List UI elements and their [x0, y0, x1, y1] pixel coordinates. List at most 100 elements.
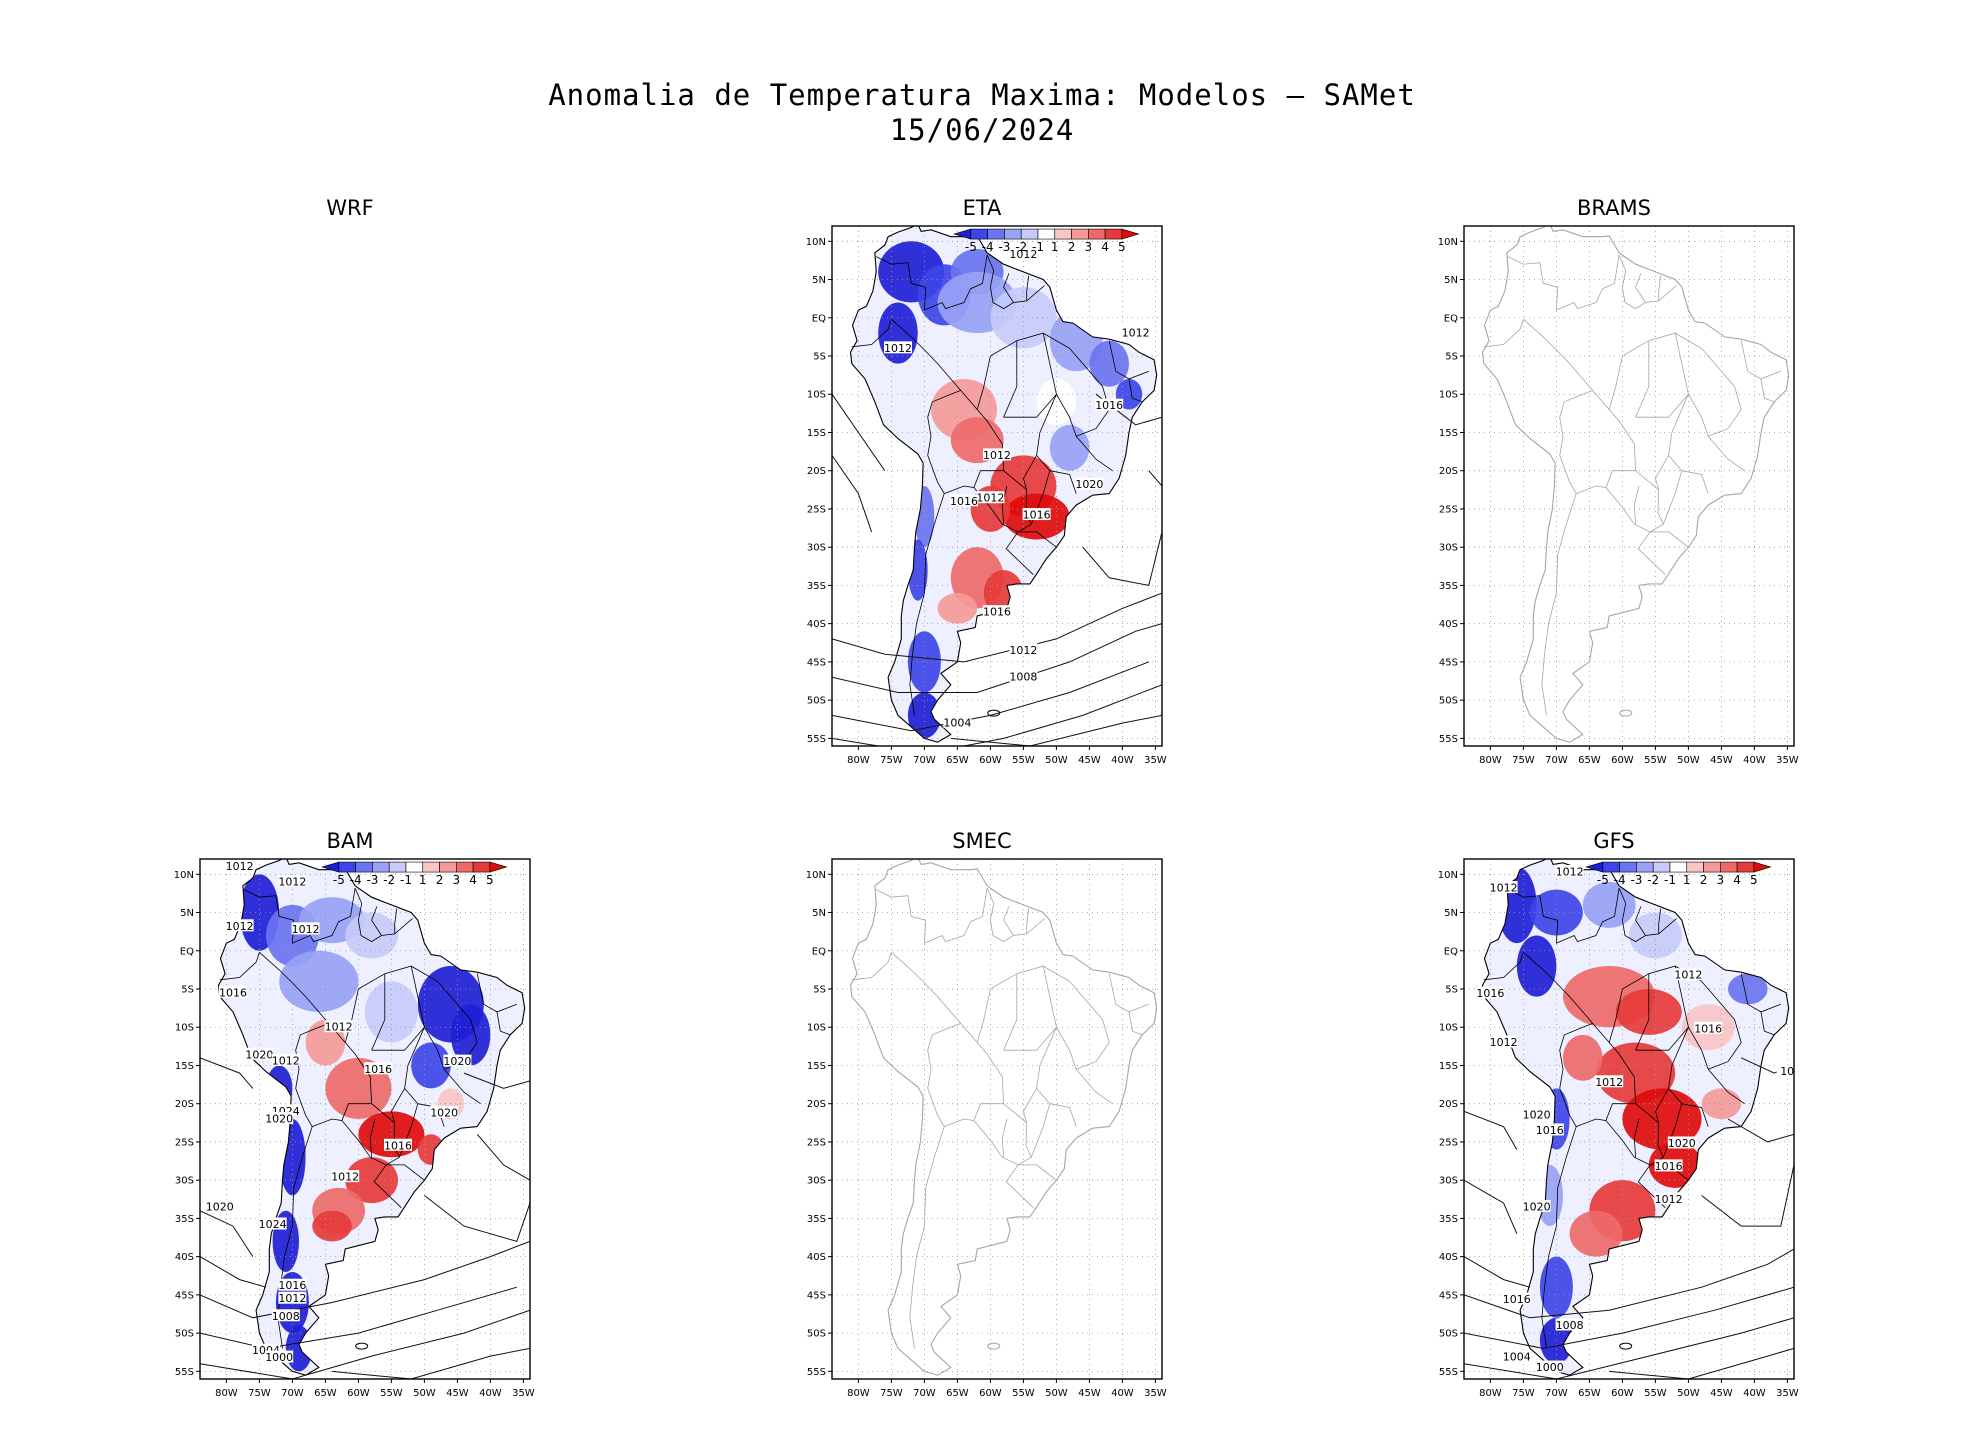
lon-tick-label: 60W — [347, 1388, 370, 1399]
lon-tick-label: 45W — [1078, 755, 1101, 766]
lat-tick-label: EQ — [180, 946, 194, 957]
panel-title-gfs: GFS — [1593, 829, 1635, 853]
lat-tick-label: 10S — [1439, 390, 1458, 401]
colorbar-label: 1 — [1051, 240, 1059, 254]
isobar-label: 1008 — [272, 1310, 300, 1323]
colorbar-label: 2 — [1700, 873, 1708, 887]
colorbar-label: -1 — [400, 873, 412, 887]
colorbar-label: -4 — [1614, 873, 1626, 887]
map-frame — [831, 225, 1163, 747]
colorbar-label: -4 — [982, 240, 994, 254]
colorbar-label: 4 — [1733, 873, 1741, 887]
isobar-label: 1012 — [983, 449, 1011, 462]
colorbar-label: 4 — [1101, 240, 1109, 254]
isobar-label: 1016 — [219, 986, 247, 999]
isobar-label: 1012 — [976, 492, 1004, 505]
colorbar-label: 4 — [469, 873, 477, 887]
isobar-label: 1012 — [884, 342, 912, 355]
figure-title: Anomalia de Temperatura Maxima: Modelos … — [548, 78, 1416, 112]
isobar-label: 1020 — [443, 1055, 471, 1068]
isobar-label: 1008 — [1556, 1319, 1584, 1332]
lon-tick-label: 55W — [380, 1388, 403, 1399]
lat-tick-label: 35S — [1439, 1214, 1458, 1225]
colorbar-label: -5 — [965, 240, 977, 254]
lat-tick-label: 40S — [175, 1252, 194, 1263]
grid-lines — [832, 859, 1162, 1379]
colorbar-label: -5 — [333, 873, 345, 887]
isobar-label: 1012 — [292, 923, 320, 936]
lon-tick-label: 50W — [1677, 1388, 1700, 1399]
lon-tick-label: 60W — [979, 755, 1002, 766]
colorbar-label: -2 — [1015, 240, 1027, 254]
lon-tick-label: 40W — [1743, 1388, 1766, 1399]
isobar-label: 1016 — [1694, 1022, 1722, 1035]
colorbar-label: -2 — [1647, 873, 1659, 887]
map-frame — [1463, 858, 1795, 1380]
lon-tick-label: 40W — [479, 1388, 502, 1399]
colorbar-label: -4 — [350, 873, 362, 887]
lon-tick-label: 70W — [913, 1388, 936, 1399]
lon-tick-label: 40W — [1743, 755, 1766, 766]
isobar-label: 1020 — [430, 1106, 458, 1119]
lon-tick-label: 70W — [913, 755, 936, 766]
colorbar-label: -3 — [366, 873, 378, 887]
isobar-label: 1020 — [1075, 478, 1103, 491]
map-frame — [199, 858, 531, 1380]
isobar-label: 1016 — [364, 1063, 392, 1076]
lat-tick-label: 50S — [1439, 696, 1458, 707]
lat-tick-label: 10N — [1438, 870, 1458, 881]
lon-tick-label: 75W — [1512, 755, 1535, 766]
isobar-label: 1016 — [1503, 1293, 1531, 1306]
lat-tick-label: 25S — [1439, 504, 1458, 515]
lon-tick-label: 35W — [1776, 1388, 1799, 1399]
lon-tick-label: 35W — [512, 1388, 535, 1399]
lon-tick-label: 75W — [1512, 1388, 1535, 1399]
colorbar-label: 3 — [1084, 240, 1092, 254]
lat-tick-label: 55S — [175, 1367, 194, 1378]
colorbar-label: 5 — [1750, 873, 1758, 887]
isobar-label: 1016 — [1536, 1124, 1564, 1137]
lat-tick-label: 5N — [812, 908, 826, 919]
lat-tick-label: 35S — [807, 1214, 826, 1225]
lon-tick-label: 70W — [281, 1388, 304, 1399]
isobar-label: 1016 — [1476, 987, 1504, 1000]
isobar-label: 1000 — [265, 1351, 293, 1364]
isobar-labels: 1012 1012 1012 1016 1012 1016 1012 1020 1016 1020… — [1476, 865, 1801, 1374]
lon-tick-label: 45W — [1710, 755, 1733, 766]
coastline — [849, 859, 1158, 1376]
lat-tick-label: 30S — [807, 1176, 826, 1187]
isobar-label: 102 — [1780, 1065, 1801, 1078]
lon-tick-label: 75W — [880, 755, 903, 766]
lat-tick-label: 5S — [813, 985, 826, 996]
lat-tick-label: 45S — [1439, 1290, 1458, 1301]
colorbar-label: 5 — [486, 873, 494, 887]
lat-tick-label: 15S — [807, 428, 826, 439]
isobar-label: 1008 — [1009, 671, 1037, 684]
lat-tick-label: 25S — [807, 504, 826, 515]
isobars — [832, 393, 1162, 746]
lat-tick-label: 5N — [180, 908, 194, 919]
lat-tick-label: 5S — [813, 352, 826, 363]
lon-tick-label: 50W — [1045, 1388, 1068, 1399]
lat-tick-label: 40S — [1439, 619, 1458, 630]
isobar-label: 1016 — [384, 1139, 412, 1152]
lat-tick-label: 5N — [812, 275, 826, 286]
colorbar: -5 -4 -3 -2 -1 1 2 3 4 5 — [953, 228, 1140, 254]
isobar-label: 1012 — [325, 1021, 353, 1034]
lon-tick-label: 50W — [1677, 755, 1700, 766]
lat-tick-label: 10S — [1439, 1023, 1458, 1034]
lat-tick-label: 20S — [1439, 1099, 1458, 1110]
lon-tick-label: 40W — [1111, 755, 1134, 766]
lat-tick-label: 20S — [807, 1099, 826, 1110]
isobar-label: 1012 — [1674, 969, 1702, 982]
lat-tick-label: 10S — [807, 1023, 826, 1034]
lon-tick-label: 60W — [979, 1388, 1002, 1399]
colorbar-label: -3 — [998, 240, 1010, 254]
lon-tick-label: 65W — [1578, 755, 1601, 766]
lon-tick-label: 70W — [1545, 1388, 1568, 1399]
lat-tick-label: 15S — [1439, 1061, 1458, 1072]
lon-tick-label: 50W — [1045, 755, 1068, 766]
colorbar-label: 5 — [1118, 240, 1126, 254]
colorbar: -5 -4 -3 -2 -1 1 2 3 4 5 — [1585, 861, 1772, 887]
lon-tick-label: 75W — [880, 1388, 903, 1399]
